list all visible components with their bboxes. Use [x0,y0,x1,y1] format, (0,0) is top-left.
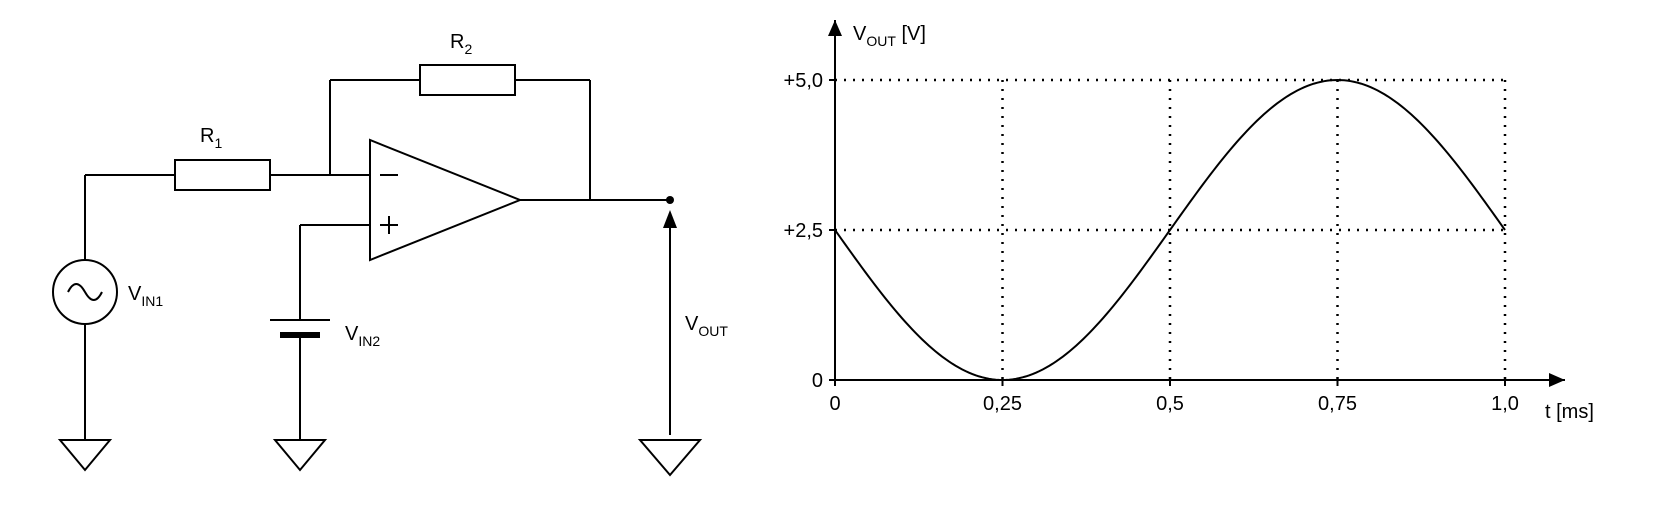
circuit-diagram: VIN1 R1 R2 [53,31,728,475]
ground-vin1 [60,440,110,470]
ground-vout [640,440,700,475]
x-tick-label: 0,25 [983,393,1022,415]
x-tick-label: 1,0 [1491,393,1519,415]
y-tick-label: 0 [812,370,823,392]
y-axis-arrow [828,20,842,36]
vout-arrow: VOUT [663,210,728,435]
x-tick-label: 0 [829,393,840,415]
resistor-r1: R1 [175,125,270,190]
vin2-label: VIN2 [345,323,380,349]
y-axis-label: VOUT [V] [853,23,926,49]
resistor-r2: R2 [420,31,515,95]
x-tick-label: 0,5 [1156,393,1184,415]
dc-source-vin2: VIN2 [270,320,380,440]
r1-label: R1 [200,125,222,151]
y-tick-label: +2,5 [784,220,823,242]
vin1-label: VIN1 [128,283,163,309]
ac-source-vin1: VIN1 [53,175,163,440]
r2-label: R2 [450,31,472,57]
output-node [666,196,674,204]
x-tick-label: 0,75 [1318,393,1357,415]
vout-chart: 0 +2,5 +5,0 0 0,25 0,5 0,75 1,0 VOUT [V] t [ms] [784,20,1594,423]
op-amp [370,140,520,260]
vout-label: VOUT [685,313,728,339]
x-axis-arrow [1549,373,1565,387]
y-tick-label: +5,0 [784,70,823,92]
x-axis-label: t [ms] [1545,401,1594,423]
ground-vin2 [275,440,325,470]
